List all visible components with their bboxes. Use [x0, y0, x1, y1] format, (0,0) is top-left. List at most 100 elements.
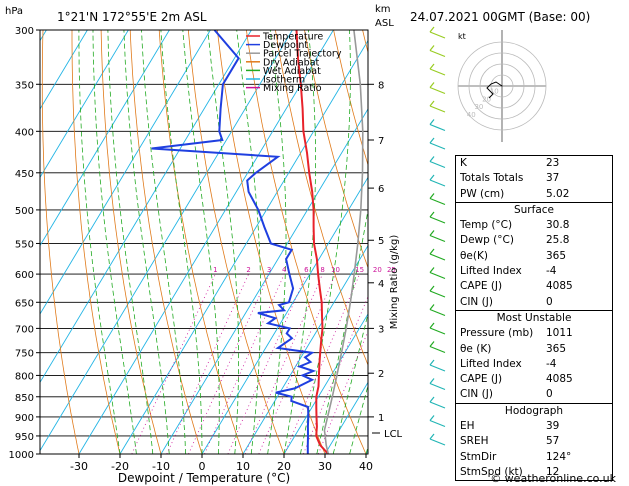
pressure-tick-label: 500	[15, 206, 34, 217]
wind-barb	[429, 419, 446, 428]
surface-li-row: Lifted Index -4	[456, 264, 612, 279]
mu-pres-label: Pressure (mb)	[460, 327, 534, 340]
mu-li-label: Lifted Index	[460, 357, 522, 370]
temperature-axis: -30 -20 -10 0 10 20 30 40	[70, 454, 373, 473]
surface-theta-row: θe(K) 365	[456, 249, 612, 264]
isotherm-line	[324, 381, 368, 454]
wind-barb	[429, 179, 446, 187]
wind-barb-flag	[429, 359, 435, 366]
sounding-series	[151, 30, 364, 454]
mixing-ratio-labels: 1 2 3 4 6 8 10 15 20 25	[213, 266, 396, 274]
hodograph-table: Hodograph EH 39 SREH 57 StmDir 124° StmSpd …	[455, 402, 613, 482]
wet-adiabat-line	[123, 30, 170, 454]
isotherm-line	[0, 30, 5, 454]
sreh-value: 57	[546, 435, 560, 448]
isotherm-line	[119, 39, 368, 454]
legend-label: Dewpoint	[263, 40, 308, 51]
wind-barb-flag	[429, 100, 435, 107]
dry-adiabat-line	[41, 30, 80, 454]
pressure-tick-label: 750	[15, 349, 34, 360]
tt-label: Totals Totals	[460, 172, 524, 185]
mixing-ratio-line	[227, 273, 307, 454]
stmdir-row: StmDir 124°	[456, 450, 612, 465]
legend-label: Dry Adiabat	[263, 57, 320, 68]
legend-label: Isotherm	[263, 75, 305, 86]
height-tick-label: 3	[378, 324, 384, 335]
mu-pres-row: Pressure (mb) 1011	[456, 326, 612, 341]
dry-adiabat-line	[129, 30, 203, 454]
hodograph-ring	[468, 52, 536, 120]
mixing-ratio-axis-title: Mixing Ratio (g/kg)	[389, 235, 400, 330]
dry-adiabat-line	[71, 30, 121, 454]
sreh-row: SREH 57	[456, 434, 612, 449]
legend-label: Wet Adiabat	[263, 66, 321, 77]
hodograph-ring-label: 30	[474, 103, 483, 111]
pressure-tick-label: 900	[15, 413, 34, 424]
mixing-ratio-label: 6	[304, 266, 309, 274]
most-unstable-title: Most Unstable	[496, 311, 572, 324]
surface-cape-value: 4085	[546, 280, 573, 293]
wet-adiabat-line	[236, 30, 262, 454]
surface-cape-label: CAPE (J)	[460, 280, 503, 293]
wet-adiabat-line	[349, 384, 368, 454]
isotherm-line	[242, 244, 368, 454]
dry-adiabat-line	[100, 30, 162, 454]
eh-label: EH	[460, 420, 475, 433]
mixing-ratio-label: 3	[267, 266, 271, 274]
hodograph-ring	[490, 74, 514, 98]
temperature-tick-label: 30	[318, 460, 332, 473]
k-row: K 23	[456, 156, 612, 171]
wind-barb	[429, 160, 446, 169]
mixing-ratio-label: 10	[331, 266, 340, 274]
tt-value: 37	[546, 172, 560, 185]
stmspd-value: 12	[546, 465, 560, 478]
wind-barb-flag	[429, 433, 435, 440]
wind-barb-flag	[429, 304, 435, 310]
wind-barb	[429, 49, 446, 58]
wind-barb-flag	[429, 82, 435, 88]
pressure-tick-label: 350	[15, 80, 34, 91]
stmspd-label: StmSpd (kt)	[460, 465, 523, 478]
k-value: 23	[546, 157, 560, 169]
pw-value: 5.02	[546, 187, 570, 200]
mu-cin-row: CIN (J) 0	[456, 387, 612, 402]
mixing-ratio-label: 25	[387, 266, 396, 274]
most-unstable-table: Most Unstable Pressure (mb) 1011 θe (K) 36…	[455, 309, 613, 404]
location-label: 1°21'N 172°55'E 2m ASL	[57, 10, 207, 24]
wind-barb-flag	[429, 156, 435, 162]
pw-label: PW (cm)	[460, 187, 505, 200]
pressure-tick-label: 950	[15, 432, 34, 443]
pressure-tick-label: 850	[15, 393, 34, 404]
isotherm-line	[40, 30, 252, 384]
wind-barb-flag	[429, 137, 435, 144]
hodograph-ring	[457, 41, 547, 131]
wind-barb	[429, 364, 446, 372]
wet-adiabat-line	[300, 30, 351, 454]
wet-adiabat-line	[283, 30, 316, 454]
wind-barb-flag	[429, 63, 435, 70]
surface-cape-row: CAPE (J) 4085	[456, 279, 612, 294]
wind-barb-flag	[429, 396, 435, 403]
wind-barb	[429, 234, 446, 243]
surface-cin-value: 0	[546, 295, 553, 308]
temperature-tick-label: 10	[236, 460, 250, 473]
eh-value: 39	[546, 420, 560, 433]
surface-temp-label: Temp (°C)	[460, 219, 513, 232]
pw-row: PW (cm) 5.02	[456, 187, 612, 202]
surface-li-label: Lifted Index	[460, 265, 522, 278]
mixing-ratio-label: 1	[213, 266, 217, 274]
wet-adiabat-line	[141, 30, 186, 454]
wind-barb	[429, 31, 446, 39]
wind-barb-flag	[429, 248, 435, 255]
height-axis: 8 7 6 5 4 3 2 1	[368, 80, 384, 424]
mu-cin-value: 0	[546, 388, 553, 401]
wind-barbs	[429, 26, 446, 446]
mixing-ratio-label: 4	[282, 266, 287, 274]
legend-label: Temperature	[262, 32, 323, 43]
height-tick-label: 8	[378, 80, 384, 91]
indices-table: K 23 Totals Totals 37 PW (cm) 5.02	[455, 155, 613, 203]
surface-table: Surface Temp (°C) 30.8 Dewp (°C) 25.8 θe(K…	[455, 201, 613, 311]
height-tick-label: 4	[378, 279, 384, 290]
isotherm-line	[160, 108, 368, 454]
